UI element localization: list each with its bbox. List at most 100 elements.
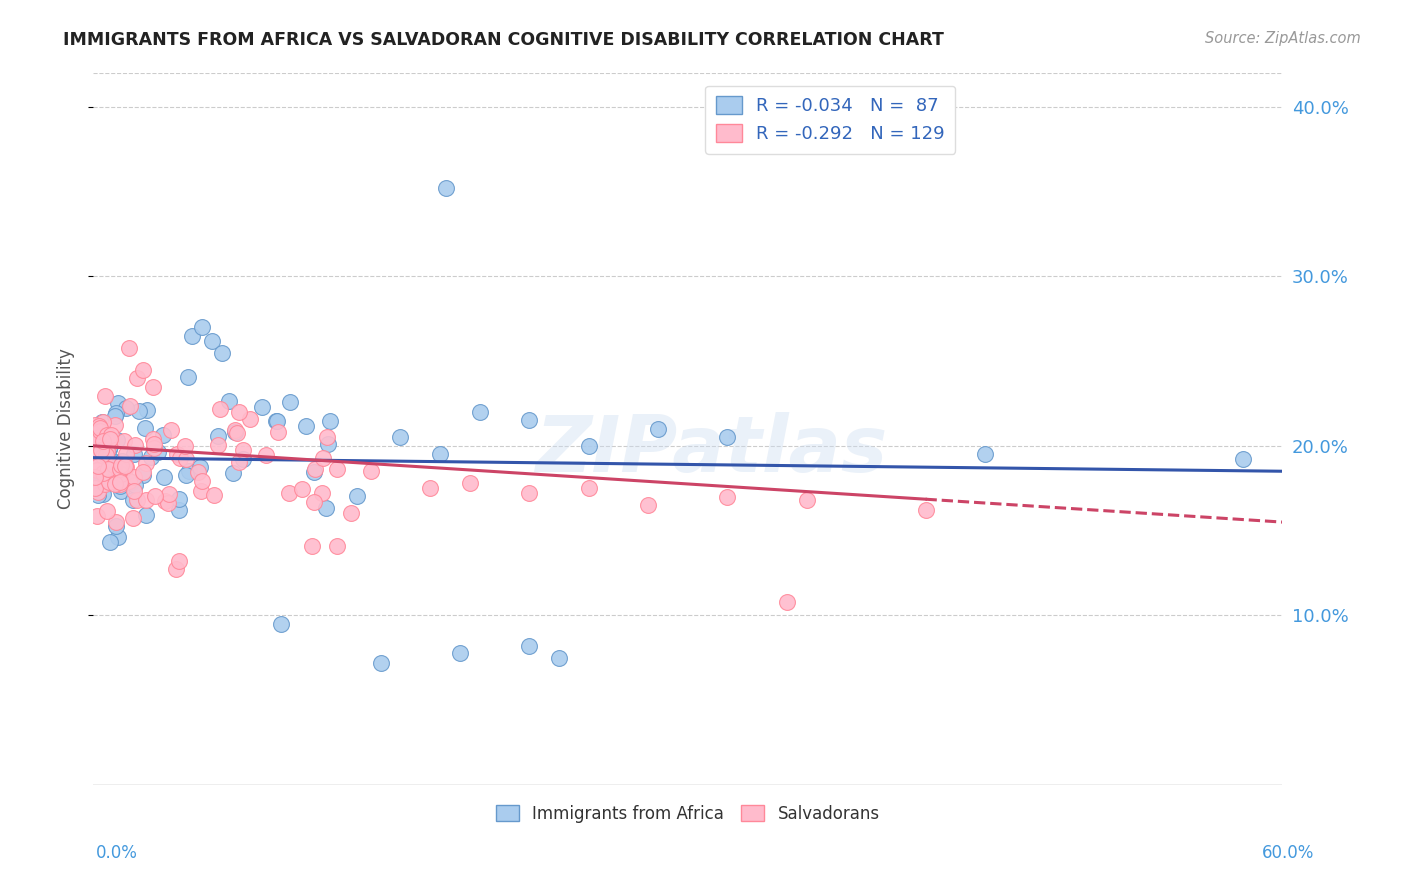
Point	[96, 434, 118, 448]
Point	[295, 419, 318, 434]
Point	[103, 467, 125, 482]
Point	[136, 403, 159, 417]
Point	[165, 562, 187, 576]
Point	[108, 477, 131, 491]
Point	[796, 493, 818, 508]
Point	[548, 650, 571, 665]
Point	[167, 491, 190, 506]
Point	[578, 481, 600, 495]
Point	[104, 477, 127, 491]
Point	[98, 442, 121, 456]
Point	[98, 432, 121, 446]
Point	[174, 451, 197, 466]
Point	[120, 475, 142, 489]
Point	[326, 461, 349, 475]
Point	[716, 490, 738, 504]
Point	[94, 433, 117, 447]
Point	[127, 492, 149, 507]
Point	[339, 507, 361, 521]
Point	[434, 181, 457, 195]
Point	[776, 595, 799, 609]
Point	[105, 515, 128, 529]
Point	[108, 475, 131, 489]
Point	[122, 470, 145, 484]
Point	[389, 430, 412, 444]
Point	[96, 504, 118, 518]
Point	[169, 451, 191, 466]
Point	[346, 489, 368, 503]
Point	[174, 467, 197, 482]
Point	[304, 461, 326, 475]
Point	[142, 379, 165, 393]
Point	[104, 455, 127, 469]
Point	[201, 334, 224, 348]
Point	[204, 488, 226, 502]
Point	[94, 427, 117, 442]
Point	[517, 639, 540, 653]
Point	[91, 434, 114, 449]
Point	[315, 500, 337, 515]
Point	[90, 443, 112, 458]
Point	[145, 489, 167, 503]
Text: IMMIGRANTS FROM AFRICA VS SALVADORAN COGNITIVE DISABILITY CORRELATION CHART: IMMIGRANTS FROM AFRICA VS SALVADORAN COG…	[63, 31, 945, 49]
Point	[87, 459, 110, 474]
Point	[187, 465, 209, 479]
Point	[124, 478, 146, 492]
Point	[207, 437, 229, 451]
Point	[118, 341, 141, 355]
Point	[191, 320, 214, 334]
Point	[181, 328, 204, 343]
Point	[135, 493, 157, 508]
Point	[173, 439, 195, 453]
Point	[90, 432, 112, 446]
Point	[103, 458, 125, 472]
Point	[118, 474, 141, 488]
Point	[100, 435, 122, 450]
Point	[122, 484, 145, 499]
Point	[914, 503, 936, 517]
Point	[114, 459, 136, 474]
Point	[104, 518, 127, 533]
Point	[264, 414, 287, 428]
Point	[188, 460, 211, 475]
Point	[84, 430, 107, 444]
Point	[449, 646, 471, 660]
Point	[86, 508, 108, 523]
Point	[325, 539, 347, 553]
Point	[84, 481, 107, 495]
Point	[224, 423, 246, 437]
Point	[142, 432, 165, 446]
Point	[250, 401, 273, 415]
Point	[89, 421, 111, 435]
Point	[98, 434, 121, 449]
Point	[143, 437, 166, 451]
Point	[419, 481, 441, 495]
Point	[122, 510, 145, 524]
Point	[135, 508, 157, 523]
Point	[105, 434, 128, 448]
Point	[89, 424, 111, 438]
Text: 0.0%: 0.0%	[96, 844, 138, 862]
Point	[278, 395, 301, 409]
Point	[468, 405, 491, 419]
Point	[115, 401, 138, 416]
Point	[86, 485, 108, 500]
Point	[637, 498, 659, 512]
Point	[87, 458, 110, 472]
Point	[278, 485, 301, 500]
Point	[84, 475, 107, 490]
Point	[153, 470, 176, 484]
Point	[93, 446, 115, 460]
Point	[167, 554, 190, 568]
Point	[98, 463, 121, 477]
Point	[108, 461, 131, 475]
Point	[153, 494, 176, 508]
Point	[190, 474, 212, 488]
Point	[152, 427, 174, 442]
Point	[156, 496, 179, 510]
Point	[190, 484, 212, 499]
Point	[458, 476, 481, 491]
Point	[208, 402, 231, 417]
Point	[104, 469, 127, 483]
Point	[112, 464, 135, 478]
